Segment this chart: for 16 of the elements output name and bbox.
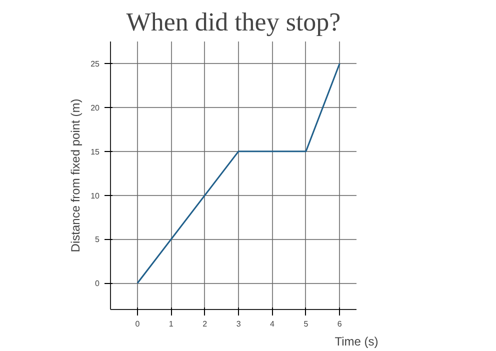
y-tick-label: 20 xyxy=(90,103,100,112)
y-tick-label: 10 xyxy=(90,191,100,200)
x-tick-label: 1 xyxy=(168,320,174,328)
chart-title: When did they stop? xyxy=(126,8,341,36)
y-tick-label: 25 xyxy=(90,59,100,68)
y-tick-label: 5 xyxy=(95,235,100,244)
x-tick-label: 0 xyxy=(135,320,140,328)
x-tick-label: 3 xyxy=(236,320,242,328)
x-axis-title: Time (s) xyxy=(334,334,378,348)
y-axis-title: Distance from fixed point (m) xyxy=(68,98,83,252)
x-tick-label: 2 xyxy=(202,320,208,328)
x-tick-label: 5 xyxy=(304,320,309,328)
y-tick-label: 0 xyxy=(95,279,100,288)
y-tick-label: 15 xyxy=(90,147,100,156)
x-tick-label: 4 xyxy=(270,320,276,328)
x-tick-label: 6 xyxy=(337,320,342,328)
